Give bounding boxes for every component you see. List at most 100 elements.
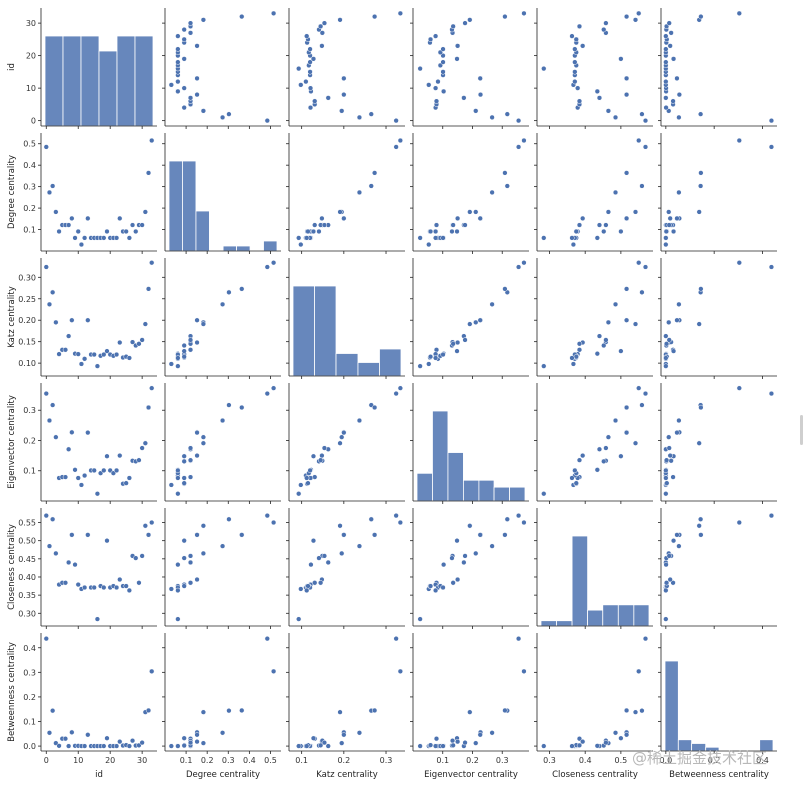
scatter-point (305, 583, 311, 589)
scatter-point (126, 355, 133, 361)
x-tick-label: 0.1 (436, 756, 449, 765)
scatter-point (339, 740, 345, 746)
scatter-point (605, 319, 612, 326)
scatter-point (325, 559, 331, 566)
scatter-point (450, 742, 456, 748)
scatter-point (674, 75, 680, 82)
scatter-point (142, 523, 148, 529)
scatter-point (69, 317, 75, 323)
scatter-point (62, 736, 69, 742)
scatter-point (65, 446, 72, 452)
scatter-point (417, 65, 423, 72)
scatter-point (612, 114, 619, 121)
scatter-point (580, 739, 586, 745)
scatter-point (239, 13, 245, 20)
scatter-point (397, 668, 404, 674)
histogram-bar (314, 285, 337, 377)
scatter-point (504, 111, 510, 117)
scatter-point (187, 580, 194, 586)
scatter-point (325, 743, 331, 749)
scatter-point (101, 235, 107, 241)
scatter-point (81, 743, 88, 749)
scatter-point (603, 337, 609, 343)
scatter-point (454, 215, 461, 222)
scatter-point (319, 215, 325, 222)
scatter-point (670, 56, 677, 62)
scatter-point (417, 363, 423, 369)
scatter-point (642, 144, 649, 150)
scatter-point (541, 235, 547, 241)
scatter-point (46, 730, 53, 736)
y-tick-label: 0.3 (23, 406, 36, 415)
scatter-point (181, 342, 187, 349)
scatter-point (43, 636, 49, 642)
scatter-point (69, 729, 75, 735)
scatter-point (296, 65, 302, 72)
scatter-point (642, 390, 649, 397)
scatter-point (312, 222, 318, 228)
scatter-point (187, 457, 194, 463)
scatter-point (181, 480, 187, 486)
scatter-point (43, 512, 49, 519)
scatter-point (663, 235, 669, 241)
scatter-point (104, 348, 110, 354)
scatter-point (194, 91, 200, 98)
scatter-point (697, 111, 704, 117)
scatter-point (467, 523, 473, 529)
scatter-point (768, 117, 775, 124)
scatter-point (601, 458, 607, 465)
scatter-point (623, 91, 630, 98)
scatter-point (129, 339, 136, 345)
scatter-point (175, 88, 181, 95)
histogram-bar (357, 362, 380, 377)
scatter-point (440, 561, 447, 568)
panel-1-5 (658, 133, 777, 254)
scatter-point (321, 222, 328, 228)
scatter-point (139, 445, 145, 451)
scatter-point (477, 75, 483, 82)
histogram-bar (478, 479, 495, 502)
x-tick-label: 0.5 (264, 756, 277, 765)
scatter-point (298, 82, 304, 88)
x-tick-label: 0.1 (295, 756, 308, 765)
scatter-point (435, 78, 441, 85)
scatter-point (632, 709, 639, 715)
scatter-point (612, 301, 619, 307)
x-tick-label: 0.3 (543, 756, 556, 765)
y-axis-label: Closeness centrality (7, 524, 17, 610)
scatter-point (698, 13, 704, 20)
y-tick-label: 0.30 (18, 609, 36, 618)
scatter-point (341, 732, 347, 738)
scatter-point (85, 429, 91, 436)
scatter-point (296, 616, 302, 622)
scatter-point (454, 538, 460, 544)
panel-4-4 (534, 508, 653, 629)
scatter-point (393, 117, 399, 124)
scatter-point (569, 235, 575, 241)
scatter-point (596, 333, 603, 339)
scatter-point (440, 88, 447, 95)
y-tick-label: 0.15 (18, 338, 36, 347)
scatter-point (440, 743, 446, 749)
scatter-point (187, 95, 194, 101)
y-tick-label: 0.25 (18, 295, 36, 304)
scatter-point (337, 440, 343, 446)
scatter-point (200, 434, 207, 440)
histogram-bar (379, 348, 402, 377)
scatter-point (473, 319, 479, 326)
scatter-point (298, 586, 304, 592)
scatter-point (596, 222, 603, 228)
scatter-point (226, 111, 232, 117)
scatter-point (101, 351, 107, 358)
scatter-point (397, 519, 404, 526)
scatter-point (663, 104, 669, 111)
scatter-point (618, 735, 624, 741)
scatter-point (305, 228, 311, 235)
scatter-point (594, 351, 600, 357)
scatter-point (572, 467, 578, 474)
scatter-point (623, 404, 630, 411)
scrollbar-thumb[interactable] (800, 415, 803, 445)
scatter-point (117, 339, 123, 346)
scatter-point (56, 228, 62, 235)
scatter-point (612, 417, 619, 424)
